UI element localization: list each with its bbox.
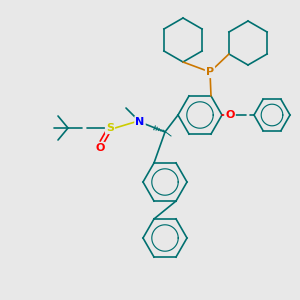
Text: N: N (135, 117, 145, 127)
Text: S: S (106, 123, 114, 133)
Text: P: P (206, 67, 214, 77)
Text: O: O (95, 143, 105, 153)
Text: O: O (225, 110, 235, 120)
